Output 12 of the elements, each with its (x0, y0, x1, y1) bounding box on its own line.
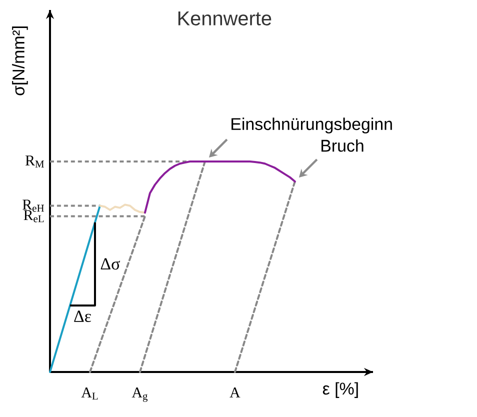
x-tick-label: A (230, 388, 240, 398)
x-tick-label: A$_{L}$ (81, 388, 98, 400)
text: Einschnürungsbeginn (232, 118, 392, 134)
annotation: Δσ (100, 258, 120, 270)
y-axis-title: σ[N/mm²] (12, 26, 28, 96)
x-axis-title: ε [%] (322, 382, 358, 398)
chart-title: Kennwerte (178, 12, 272, 26)
text: Bruch (322, 139, 364, 152)
annotation: Δε (74, 310, 92, 322)
ref-line-label: R$_{M}$ (25, 156, 44, 168)
x-tick-label: A$_{g}$ (132, 388, 148, 402)
ref-line-label: R$_{eH}$ (22, 200, 44, 212)
